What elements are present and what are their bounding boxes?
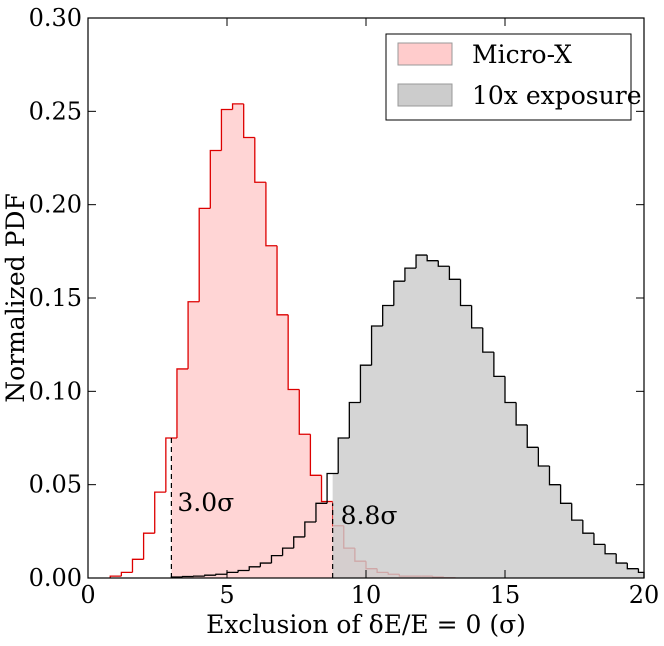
10x-exposure-bin [326, 472, 339, 504]
legend-label-10x-exposure: 10x exposure [472, 81, 641, 110]
x-axis-title: Exclusion of δE/E = 0 (σ) [206, 610, 526, 639]
legend: Micro-X 10x exposure [385, 33, 641, 121]
10x-exposure-bin [593, 533, 606, 546]
y-tick-label: 0.00 [29, 564, 82, 592]
y-tick-label: 0.05 [29, 471, 82, 499]
micro-x-bin [176, 368, 189, 438]
10x-exposure-bin [426, 255, 439, 262]
10x-exposure-bin [626, 563, 639, 570]
micro-x-bin [309, 434, 322, 476]
micro-x-bin [287, 314, 300, 391]
micro-x-bin [198, 207, 211, 302]
10x-exposure-bin [293, 536, 305, 549]
10x-exposure-bin [470, 305, 483, 329]
legend-swatch-10x-exposure [397, 83, 453, 107]
micro-x-bin [298, 389, 311, 435]
10x-exposure-bin [393, 280, 405, 306]
10x-exposure-bin [359, 364, 372, 403]
micro-x-bin [276, 245, 289, 316]
y-tick-label: 0.25 [29, 97, 82, 125]
10x-exposure-bin [482, 327, 494, 353]
micro-x-fill [171, 103, 455, 578]
x-tick-label: 10 [351, 581, 382, 609]
10x-exposure-fill [332, 255, 644, 579]
10x-exposure-bin [304, 521, 316, 537]
10x-exposure-bin [537, 447, 550, 467]
y-tick-label: 0.10 [29, 377, 82, 405]
10x-exposure-bin [459, 279, 472, 307]
10x-exposure-bin [515, 402, 528, 426]
threshold-label-3-0-: 3.0σ [177, 488, 234, 517]
y-tick-label: 0.20 [29, 191, 82, 219]
threshold-label-8-8-: 8.8σ [341, 501, 398, 530]
10x-exposure-bin [615, 553, 628, 564]
x-tick-label: 20 [629, 581, 660, 609]
10x-exposure-bin [604, 544, 617, 555]
histogram-layer [109, 103, 645, 579]
10x-exposure-bin [382, 304, 394, 326]
y-tick-label: 0.15 [29, 284, 82, 312]
tick-layer: 0 5 10 15 20 0.00 0.05 0.10 0.15 0.20 0.25 0.30 [29, 4, 660, 609]
micro-x-bin [265, 182, 278, 247]
y-tick-label: 0.30 [29, 4, 82, 32]
10x-exposure-bin [215, 573, 227, 576]
legend-swatch-micro-x [397, 42, 453, 66]
10x-exposure-bin [448, 266, 461, 280]
10x-exposure-bin [348, 401, 361, 438]
10x-exposure-bin [281, 547, 294, 556]
10x-exposure-bin [571, 503, 583, 521]
x-tick-label: 15 [490, 581, 521, 609]
legend-label-micro-x: Micro-X [472, 40, 572, 69]
micro-x-bin [243, 103, 255, 139]
x-tick-label: 0 [80, 581, 95, 609]
10x-exposure-bin [415, 254, 428, 269]
micro-x-bin [220, 108, 233, 151]
micro-x-bin [231, 103, 244, 110]
micro-x-bin [120, 571, 133, 577]
10x-exposure-bin [259, 562, 272, 567]
micro-x-bin [154, 491, 166, 534]
micro-x-bin [109, 575, 122, 578]
micro-x-bin [165, 437, 177, 493]
micro-x-bin [254, 137, 266, 183]
10x-exposure-bin [504, 376, 517, 404]
10x-exposure-bin [315, 502, 328, 522]
x-tick-label: 5 [219, 581, 234, 609]
10x-exposure-bin [437, 260, 450, 267]
10x-exposure-bin [181, 575, 194, 578]
10x-exposure-bin [582, 520, 594, 534]
10x-exposure-bin [548, 466, 561, 486]
10x-exposure-bin [337, 437, 350, 474]
10x-exposure-bin [270, 554, 283, 564]
micro-x-bin [320, 475, 333, 503]
micro-x-bin [142, 532, 155, 560]
10x-exposure-bin [559, 484, 572, 504]
10x-exposure-bin [404, 267, 417, 282]
10x-exposure-bin [204, 574, 216, 577]
10x-exposure-bin [526, 424, 539, 448]
micro-x-bin [131, 558, 144, 573]
10x-exposure-bin [493, 352, 505, 378]
y-axis-title: Normalized PDF [1, 193, 30, 403]
micro-x-bin [187, 301, 200, 369]
annotation-layer: 3.0σ 8.8σ [170, 438, 398, 578]
10x-exposure-bin [370, 325, 383, 366]
10x-exposure-bin [237, 569, 250, 573]
micro-x-bin [209, 149, 222, 209]
10x-exposure-bin [248, 566, 261, 571]
